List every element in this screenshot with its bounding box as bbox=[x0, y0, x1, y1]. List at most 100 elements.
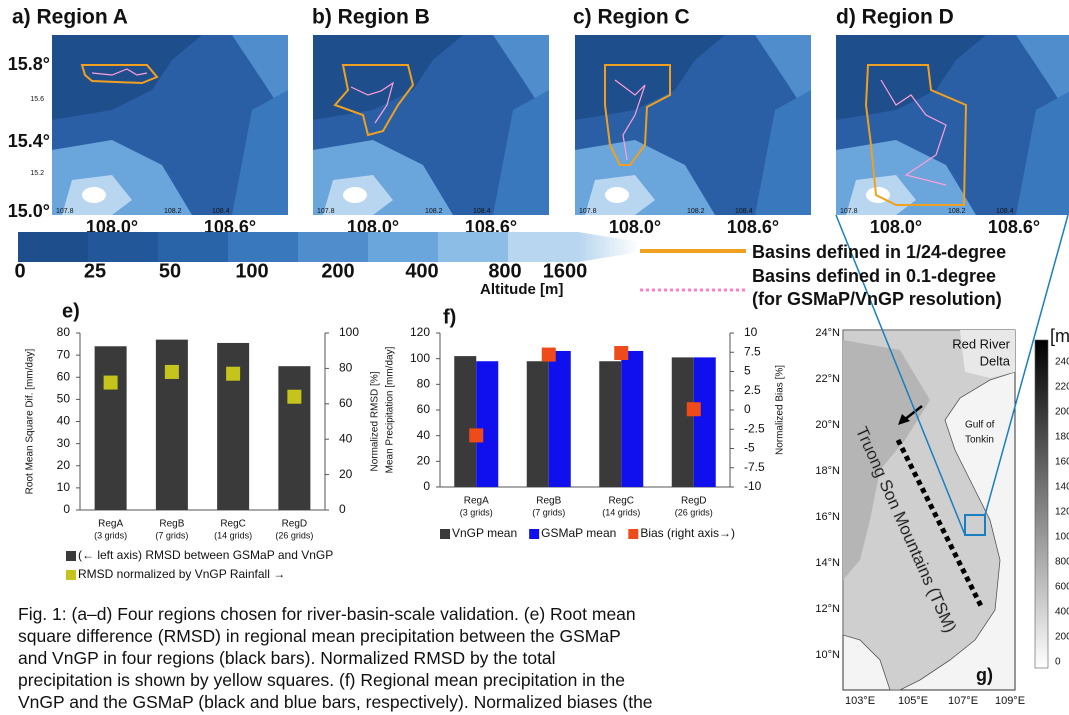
caption-line: precipitation is shown by yellow squares… bbox=[18, 669, 818, 691]
label: Tonkin bbox=[965, 435, 994, 446]
y2-tick-label: -7.5 bbox=[744, 460, 765, 474]
y-tick-label: 20 bbox=[417, 454, 431, 468]
square-marker bbox=[287, 390, 301, 404]
y2-tick-label: 60 bbox=[339, 396, 353, 410]
terrain bbox=[605, 187, 629, 203]
y2-tick-label: 80 bbox=[339, 361, 353, 375]
lon-label: 108.4 bbox=[996, 208, 1014, 215]
x-tick-sublabel: (7 grids) bbox=[155, 530, 188, 540]
map-title: c) Region C bbox=[573, 6, 690, 29]
label: Delta bbox=[980, 353, 1011, 368]
legend-swatch bbox=[628, 529, 638, 539]
colorbar-label: 600 bbox=[1055, 582, 1069, 593]
colorbar-label: 25 bbox=[84, 260, 106, 282]
lat-label: 18°N bbox=[815, 465, 840, 477]
x-tick-sublabel: (14 grids) bbox=[214, 530, 252, 540]
legend-swatch bbox=[440, 529, 450, 539]
y-tick-label: 60 bbox=[417, 402, 431, 416]
lon-label: 107.8 bbox=[56, 208, 74, 215]
x-tick-sublabel: (7 grids) bbox=[532, 507, 565, 517]
x-tick-sublabel: (3 grids) bbox=[94, 530, 127, 540]
lon-label: 108.2 bbox=[425, 208, 443, 215]
bar bbox=[476, 361, 498, 487]
colorbar-segment bbox=[18, 232, 89, 262]
y-axis-label: Mean Precipitation [mm/day] bbox=[385, 346, 396, 473]
caption-line: VnGP and the GSMaP (black and blue bars,… bbox=[18, 691, 818, 713]
x-tick-sublabel: (3 grids) bbox=[460, 507, 493, 517]
square-marker bbox=[165, 365, 179, 379]
map-panel bbox=[52, 35, 288, 215]
lon-label: 107.8 bbox=[317, 208, 335, 215]
colorbar-g bbox=[1035, 340, 1048, 668]
y-tick-label: 50 bbox=[57, 392, 71, 406]
colorbar-label: 0 bbox=[14, 260, 25, 282]
lon-label: 108.2 bbox=[948, 208, 966, 215]
legend-text: (for GSMaP/VnGP resolution) bbox=[752, 289, 1002, 309]
map-title: b) Region B bbox=[312, 6, 430, 29]
colorbar-label: 1200 bbox=[1055, 507, 1069, 518]
map-title: a) Region A bbox=[12, 6, 128, 29]
lat-label: 16°N bbox=[815, 511, 840, 523]
bar bbox=[527, 361, 549, 487]
bar bbox=[694, 357, 716, 487]
lon-label: 108.4 bbox=[212, 208, 230, 215]
x-tick-sublabel: (14 grids) bbox=[602, 507, 640, 517]
lon-label: 108.6° bbox=[988, 217, 1040, 237]
y-tick-label: 40 bbox=[57, 414, 71, 428]
bar bbox=[454, 356, 476, 487]
colorbar-label: 200 bbox=[1055, 632, 1069, 643]
square-marker bbox=[614, 346, 628, 360]
caption-line: and VnGP in four regions (black bars). N… bbox=[18, 647, 818, 669]
square-marker bbox=[687, 402, 701, 416]
lon-label: 108.0° bbox=[870, 217, 922, 237]
legend-text: RMSD normalized by VnGP Rainfall → bbox=[78, 567, 285, 581]
legend-text: VnGP mean bbox=[452, 526, 517, 540]
x-tick-sublabel: (26 grids) bbox=[675, 507, 713, 517]
lat-label: 20°N bbox=[815, 419, 840, 431]
label: Red River bbox=[952, 336, 1010, 351]
y2-tick-label: 10 bbox=[744, 325, 758, 339]
colorbar-title: Altitude [m] bbox=[480, 281, 563, 298]
legend-swatch bbox=[66, 551, 76, 561]
map-panel bbox=[836, 35, 1069, 215]
lat-label: 22°N bbox=[815, 373, 840, 385]
colorbar-segment bbox=[368, 232, 439, 262]
map-title: d) Region D bbox=[836, 6, 954, 29]
bar bbox=[549, 351, 571, 487]
y-tick-label: 80 bbox=[57, 325, 71, 339]
lon-label: 109°E bbox=[995, 695, 1025, 707]
colorbar-label: 100 bbox=[235, 260, 268, 282]
lon-label: 105°E bbox=[898, 695, 928, 707]
y-tick-label: 80 bbox=[417, 377, 431, 391]
y-tick-label: 70 bbox=[57, 347, 71, 361]
lon-label: 107°E bbox=[948, 695, 978, 707]
legend-text: GSMaP mean bbox=[541, 526, 616, 540]
lat-label: 10°N bbox=[815, 649, 840, 661]
y2-tick-label: 7.5 bbox=[744, 344, 761, 358]
lon-label: 108.6° bbox=[727, 217, 779, 237]
colorbar-label: 400 bbox=[405, 260, 438, 282]
square-marker bbox=[226, 367, 240, 381]
legend-text: Basins defined in 1/24-degree bbox=[752, 242, 1006, 262]
terrain bbox=[82, 187, 106, 203]
colorbar-segment bbox=[298, 232, 369, 262]
colorbar-segment bbox=[88, 232, 159, 262]
colorbar-segment bbox=[228, 232, 299, 262]
x-tick-label: RegD bbox=[681, 496, 707, 507]
caption-line: square difference (RMSD) in regional mea… bbox=[18, 625, 818, 647]
x-tick-label: RegB bbox=[159, 519, 184, 530]
y-tick-label: 40 bbox=[417, 428, 431, 442]
colorbar-label: 1800 bbox=[1055, 432, 1069, 443]
y-tick-label: 0 bbox=[423, 479, 430, 493]
colorbar-label: 800 bbox=[1055, 557, 1069, 568]
bar bbox=[672, 357, 694, 487]
lon-label: 108.2 bbox=[687, 208, 705, 215]
y2-axis-label: Normalized Bias [%] bbox=[775, 365, 786, 455]
lat-label: 15.4° bbox=[8, 131, 50, 151]
square-marker bbox=[469, 428, 483, 442]
x-tick-label: RegA bbox=[464, 496, 489, 507]
legend-text: Bias (right axis→) bbox=[640, 526, 735, 540]
legend-text: Basins defined in 0.1-degree bbox=[752, 266, 996, 286]
lon-label: 108.0° bbox=[609, 217, 661, 237]
lat-label: 15.2 bbox=[30, 170, 44, 177]
